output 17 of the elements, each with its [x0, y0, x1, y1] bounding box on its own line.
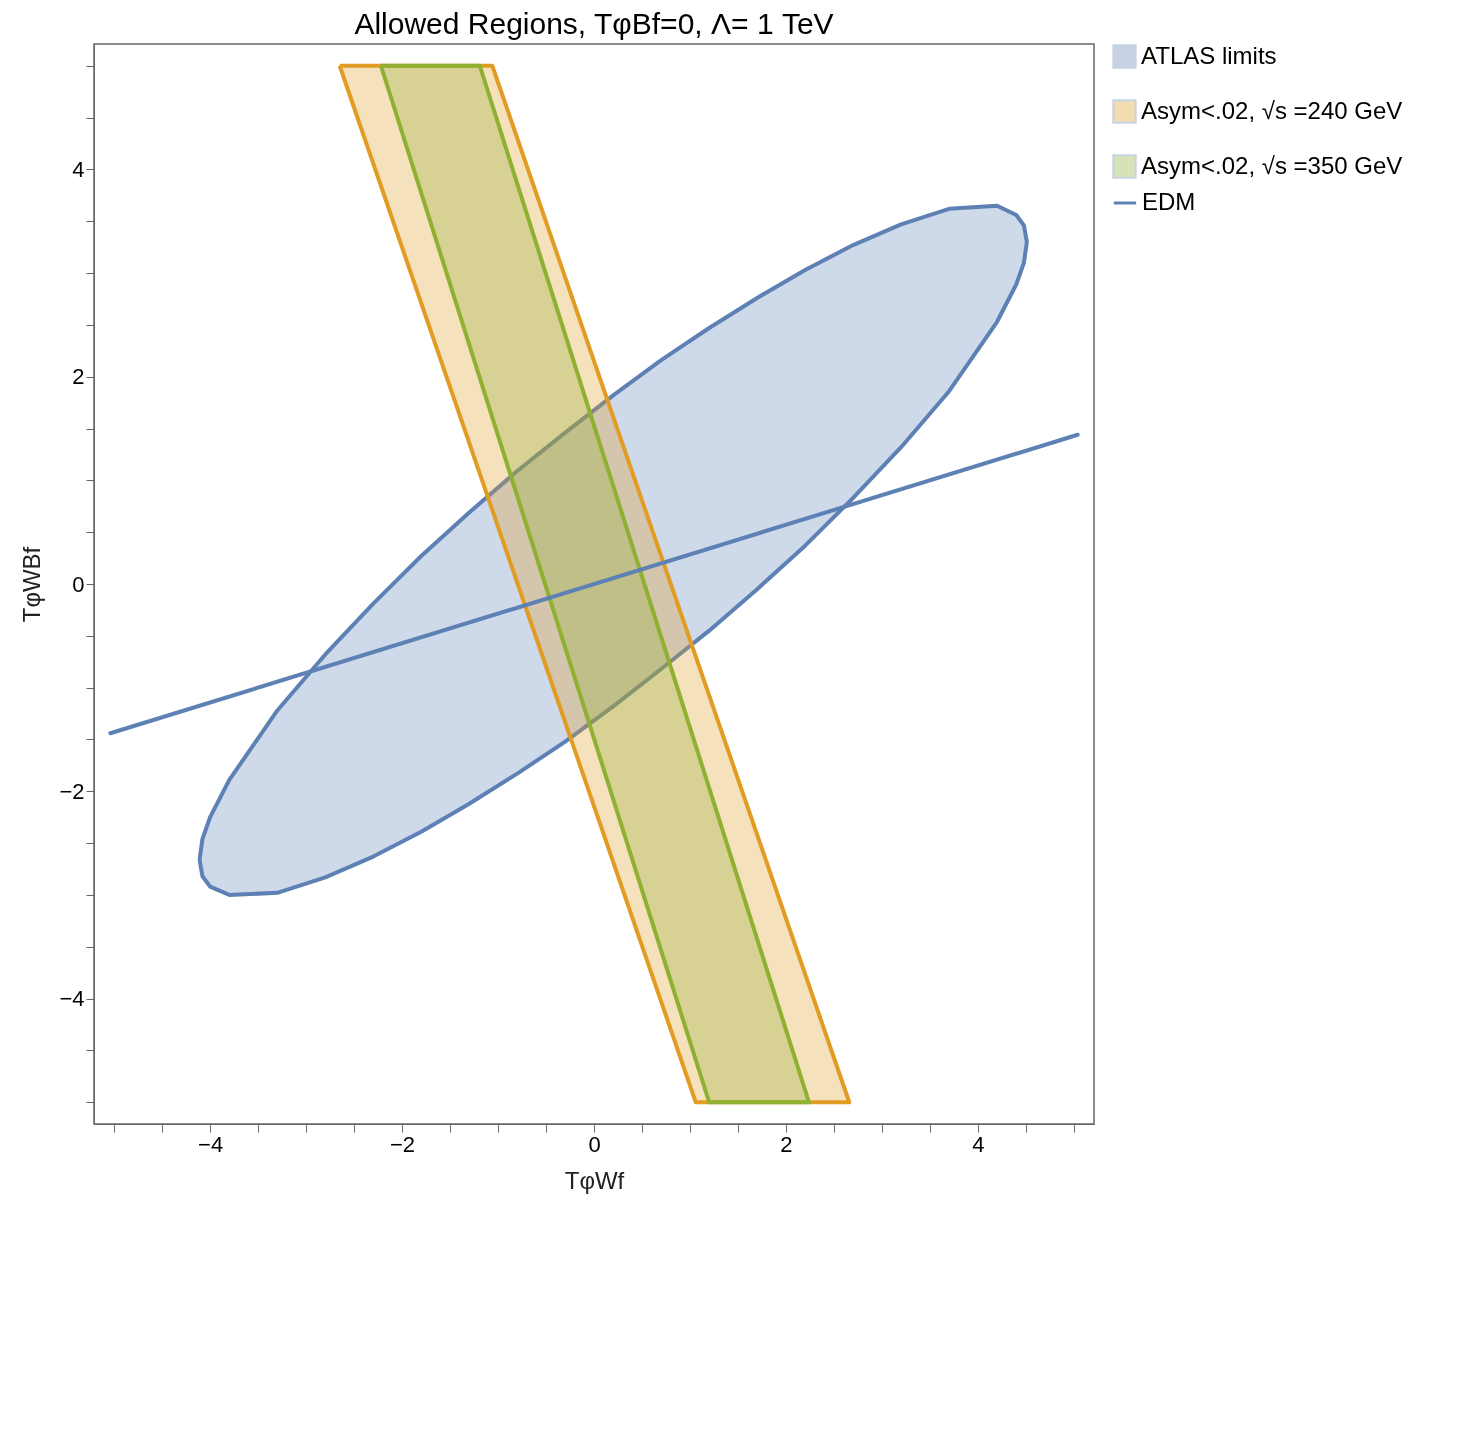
y-axis-title: TφWBf	[18, 546, 46, 623]
y-tick-label: 2	[72, 364, 85, 390]
y-tick-label: 0	[72, 571, 85, 597]
x-tick-label: 0	[588, 1131, 601, 1157]
x-tick-label: −4	[198, 1131, 224, 1157]
x-tick-label: −2	[390, 1131, 416, 1157]
chart-title: Allowed Regions, TφBf=0, Λ= 1 TeV	[354, 7, 834, 40]
legend-label: EDM	[1142, 188, 1196, 215]
x-axis-title: TφWf	[564, 1166, 625, 1194]
x-tick-label: 2	[780, 1131, 793, 1157]
y-tick-label: 4	[72, 156, 85, 182]
y-tick-label: −4	[59, 986, 85, 1012]
y-tick-label: −2	[59, 778, 85, 804]
x-tick-label: 4	[972, 1131, 985, 1157]
legend-label: Asym<.02, √s =240 GeV	[1141, 96, 1403, 124]
legend-label: Asym<.02, √s =350 GeV	[1141, 151, 1403, 179]
legend-label: ATLAS limits	[1141, 41, 1277, 69]
